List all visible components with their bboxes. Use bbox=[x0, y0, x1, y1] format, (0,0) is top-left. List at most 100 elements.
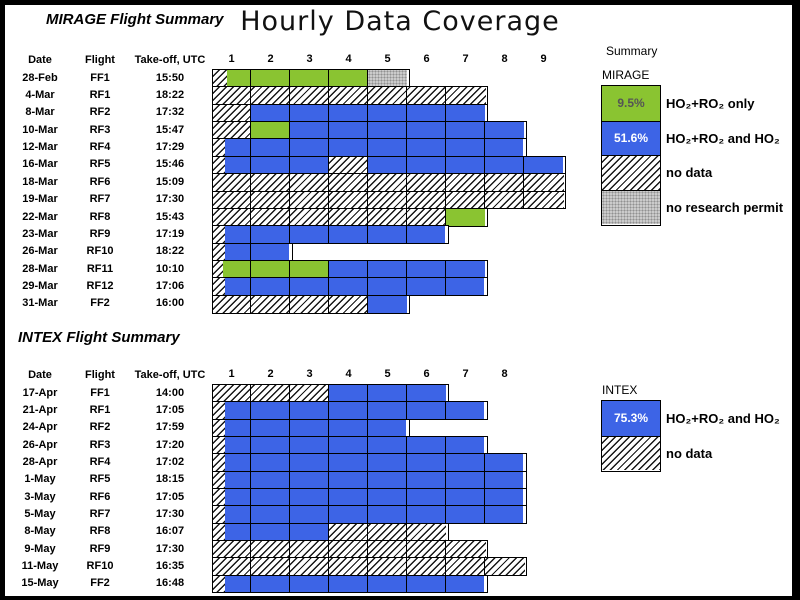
cell-divider bbox=[405, 87, 408, 105]
legend-swatch-both: 75.3% bbox=[602, 401, 660, 436]
table-row: 16-Mar RF5 15:46 bbox=[8, 156, 212, 173]
cell-divider bbox=[249, 226, 252, 244]
hour-label: 1 bbox=[228, 368, 235, 380]
cell-divider bbox=[366, 488, 369, 506]
date-cell: 29-Mar bbox=[22, 279, 58, 292]
date-cell: 12-Mar bbox=[22, 141, 58, 154]
coverage-bar bbox=[212, 487, 527, 507]
takeoff-cell: 17:06 bbox=[155, 279, 185, 292]
takeoff-cell: 15:50 bbox=[155, 71, 185, 84]
cell-divider bbox=[366, 575, 369, 593]
takeoff-cell: 18:22 bbox=[155, 245, 185, 258]
cell-divider bbox=[366, 208, 369, 226]
cell-divider bbox=[288, 402, 291, 420]
coverage-segment-nodata bbox=[213, 471, 227, 489]
date-cell: 28-Feb bbox=[22, 71, 58, 84]
cell-divider bbox=[288, 226, 291, 244]
takeoff-cell: 14:00 bbox=[155, 386, 185, 399]
coverage-segment-nodata bbox=[213, 243, 227, 261]
cell-divider bbox=[327, 278, 330, 296]
coverage-segment-both bbox=[367, 156, 563, 174]
hour-label: 7 bbox=[462, 53, 469, 65]
flight-cell: RF11 bbox=[86, 262, 114, 275]
chart-title: Hourly Data Coverage bbox=[240, 6, 560, 37]
takeoff-cell: 16:07 bbox=[155, 525, 185, 538]
table-row: 26-Apr RF3 17:20 bbox=[8, 436, 212, 453]
table-row: 28-Feb FF1 15:50 bbox=[8, 69, 212, 86]
table-header-cell: Date bbox=[28, 368, 52, 381]
hour-label: 2 bbox=[267, 368, 274, 380]
cell-divider bbox=[366, 156, 369, 174]
cell-divider bbox=[249, 278, 252, 296]
cell-divider bbox=[444, 540, 447, 558]
cell-divider bbox=[405, 191, 408, 209]
cell-divider bbox=[288, 540, 291, 558]
table-row: 8-May RF8 16:07 bbox=[8, 523, 212, 540]
takeoff-cell: 18:22 bbox=[155, 89, 185, 102]
cell-divider bbox=[327, 471, 330, 489]
coverage-segment-both bbox=[225, 156, 329, 174]
cell-divider bbox=[444, 208, 447, 226]
coverage-bar bbox=[212, 69, 410, 88]
coverage-segment-nodata bbox=[213, 208, 447, 226]
coverage-segment-nodata bbox=[213, 191, 564, 209]
coverage-segment-only bbox=[223, 260, 329, 278]
cell-divider bbox=[366, 191, 369, 209]
date-cell: 5-May bbox=[24, 507, 56, 520]
cell-divider bbox=[327, 104, 330, 122]
date-cell: 24-Apr bbox=[22, 421, 58, 434]
takeoff-cell: 15:43 bbox=[155, 210, 185, 223]
flight-cell: RF4 bbox=[89, 141, 111, 154]
table-row: 22-Mar RF8 15:43 bbox=[8, 208, 212, 225]
cell-divider bbox=[366, 260, 369, 278]
cell-divider bbox=[405, 523, 408, 541]
table-row: 11-May RF10 16:35 bbox=[8, 557, 212, 574]
cell-divider bbox=[288, 454, 291, 472]
date-cell: 16-Mar bbox=[22, 158, 58, 171]
coverage-bar bbox=[212, 294, 410, 314]
coverage-segment-nodata bbox=[213, 558, 525, 576]
cell-divider bbox=[249, 488, 252, 506]
coverage-bar bbox=[212, 207, 488, 227]
cell-divider bbox=[249, 523, 252, 541]
cell-divider bbox=[444, 506, 447, 524]
coverage-bar bbox=[212, 418, 410, 438]
takeoff-cell: 15:47 bbox=[155, 123, 185, 136]
cell-divider bbox=[366, 104, 369, 122]
flight-cell: RF8 bbox=[89, 525, 111, 538]
takeoff-cell: 17:59 bbox=[155, 421, 185, 434]
table-row: 18-Mar RF6 15:09 bbox=[8, 173, 212, 190]
cell-divider bbox=[522, 191, 525, 209]
coverage-segment-permit bbox=[367, 70, 407, 87]
cell-divider bbox=[288, 471, 291, 489]
cell-divider bbox=[366, 174, 369, 192]
legend-box: 75.3% bbox=[601, 400, 661, 472]
cell-divider bbox=[483, 191, 486, 209]
cell-divider bbox=[249, 471, 252, 489]
coverage-segment-both bbox=[225, 506, 524, 524]
coverage-bar bbox=[212, 453, 527, 473]
takeoff-cell: 17:30 bbox=[155, 507, 185, 520]
takeoff-cell: 17:30 bbox=[155, 193, 185, 206]
coverage-bar bbox=[212, 173, 566, 193]
flight-cell: RF3 bbox=[89, 123, 111, 136]
cell-divider bbox=[366, 506, 369, 524]
flight-cell: FF2 bbox=[90, 297, 110, 310]
cell-divider bbox=[405, 471, 408, 489]
flight-cell: RF6 bbox=[89, 490, 111, 503]
legend-percent: 51.6% bbox=[613, 131, 649, 146]
flight-cell: RF8 bbox=[89, 210, 111, 223]
coverage-segment-only bbox=[250, 122, 290, 139]
coverage-bar bbox=[212, 539, 488, 559]
coverage-bar bbox=[212, 574, 488, 594]
coverage-segment-nodata bbox=[213, 454, 227, 472]
takeoff-cell: 16:35 bbox=[155, 559, 185, 572]
coverage-segment-nodata bbox=[213, 385, 330, 402]
hour-label: 1 bbox=[228, 53, 235, 65]
cell-divider bbox=[249, 402, 252, 420]
date-cell: 9-May bbox=[24, 542, 56, 555]
intex-heading: INTEX Flight Summary bbox=[18, 329, 180, 346]
coverage-segment-nodata bbox=[213, 278, 227, 296]
takeoff-cell: 17:30 bbox=[155, 542, 185, 555]
legend-label: no data bbox=[666, 445, 713, 461]
